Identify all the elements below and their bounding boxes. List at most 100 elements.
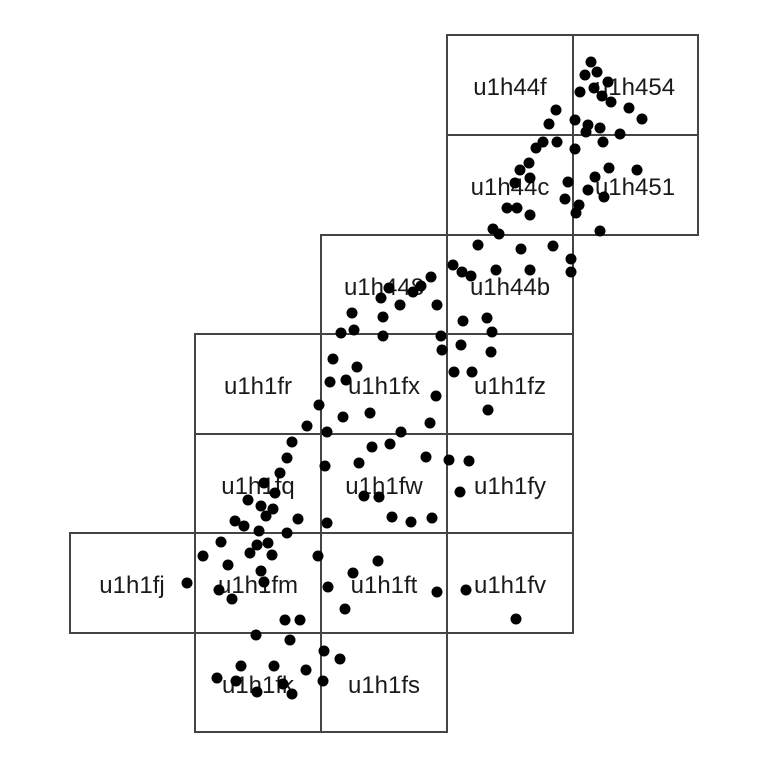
data-point [294,614,306,626]
data-point [353,457,365,469]
cell-label: u1h44b [470,274,550,301]
data-point [318,645,330,657]
data-point [364,407,376,419]
data-point [337,411,349,423]
data-point [286,688,298,700]
data-point [562,176,574,188]
data-point [431,586,443,598]
data-point [551,136,563,148]
data-point [226,593,238,605]
data-point [229,515,241,527]
data-point [430,390,442,402]
data-point [335,327,347,339]
data-point [597,136,609,148]
data-point [197,550,209,562]
data-point [460,584,472,596]
data-point [238,520,250,532]
data-point [324,376,336,388]
data-point [511,202,523,214]
data-point [490,264,502,276]
data-point [591,66,603,78]
data-point [436,344,448,356]
data-point [420,451,432,463]
data-point [481,312,493,324]
data-point [313,399,325,411]
data-point [524,264,536,276]
data-point [255,565,267,577]
data-point [493,228,505,240]
cell-label: u1h1fj [99,572,164,599]
data-point [435,330,447,342]
data-point [334,653,346,665]
data-point [579,69,591,81]
data-point [443,454,455,466]
data-point [405,516,417,528]
data-point [603,162,615,174]
data-point [274,467,286,479]
data-point [211,672,223,684]
data-point [339,603,351,615]
data-point [454,486,466,498]
data-point [448,366,460,378]
data-point [485,346,497,358]
data-point [321,517,333,529]
data-point [384,438,396,450]
data-point [547,240,559,252]
data-point [524,172,536,184]
data-point [377,311,389,323]
data-point [327,353,339,365]
data-point [351,361,363,373]
data-point [292,513,304,525]
data-point [244,547,256,559]
data-point [222,559,234,571]
cell-u1h451: u1h451 [572,134,699,236]
data-point [394,299,406,311]
data-point [569,114,581,126]
cell-label: u1h1fr [224,373,292,400]
data-point [322,581,334,593]
data-point [281,452,293,464]
cell-u1h1fr: u1h1fr [194,333,322,435]
data-point [407,286,419,298]
data-point [569,143,581,155]
data-point [255,500,267,512]
cell-u1h1fv: u1h1fv [446,532,574,634]
data-point [415,280,427,292]
cell-label: u1h1fv [474,572,546,599]
data-point [262,537,274,549]
data-point [348,324,360,336]
data-point [447,259,459,271]
data-point [623,102,635,114]
data-point [321,426,333,438]
data-point [598,191,610,203]
data-point [235,660,247,672]
data-point [550,104,562,116]
data-point [594,225,606,237]
data-point [258,477,270,489]
data-point [457,315,469,327]
data-point [372,555,384,567]
data-point [181,577,193,589]
data-point [486,326,498,338]
data-point [482,404,494,416]
data-point [340,374,352,386]
geohash-cells: u1h44f u1h454 u1h44c u1h451 u1h448 u1h44… [69,34,699,733]
cell-label: u1h1fz [474,373,546,400]
data-point [424,417,436,429]
data-point [373,491,385,503]
data-point [472,239,484,251]
data-point [301,420,313,432]
data-point [395,426,407,438]
data-point [260,510,272,522]
data-point [230,675,242,687]
data-point [565,266,577,278]
data-point [346,307,358,319]
data-point [253,525,265,537]
cell-u1h1fy: u1h1fy [446,433,574,534]
data-point [524,209,536,221]
data-point [267,503,279,515]
data-point [319,460,331,472]
data-point [386,511,398,523]
data-point [251,539,263,551]
